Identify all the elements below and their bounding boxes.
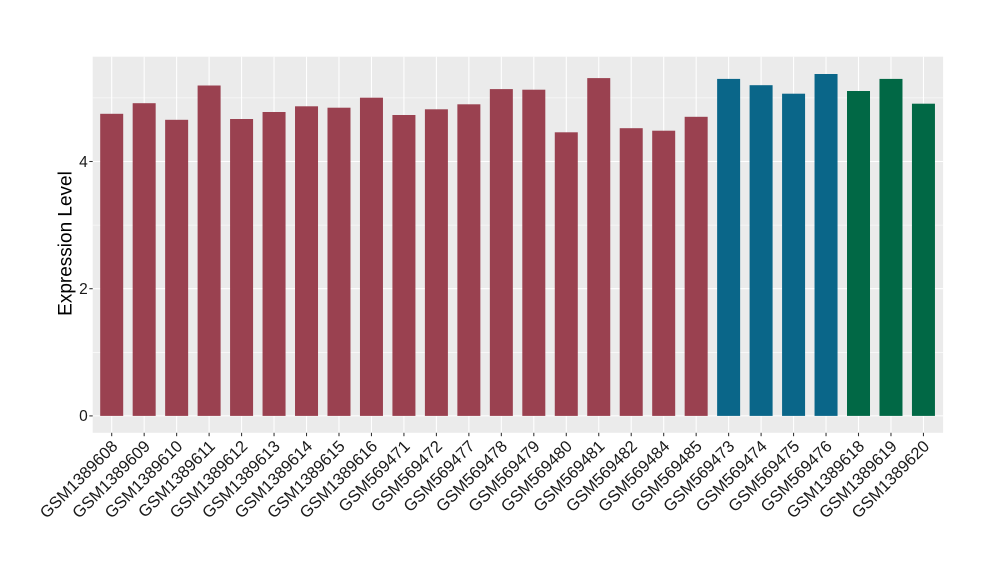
svg-text:Expression Level: Expression Level: [56, 171, 77, 316]
svg-text:4: 4: [79, 154, 88, 171]
svg-text:2: 2: [79, 281, 88, 298]
svg-text:0: 0: [79, 408, 88, 425]
